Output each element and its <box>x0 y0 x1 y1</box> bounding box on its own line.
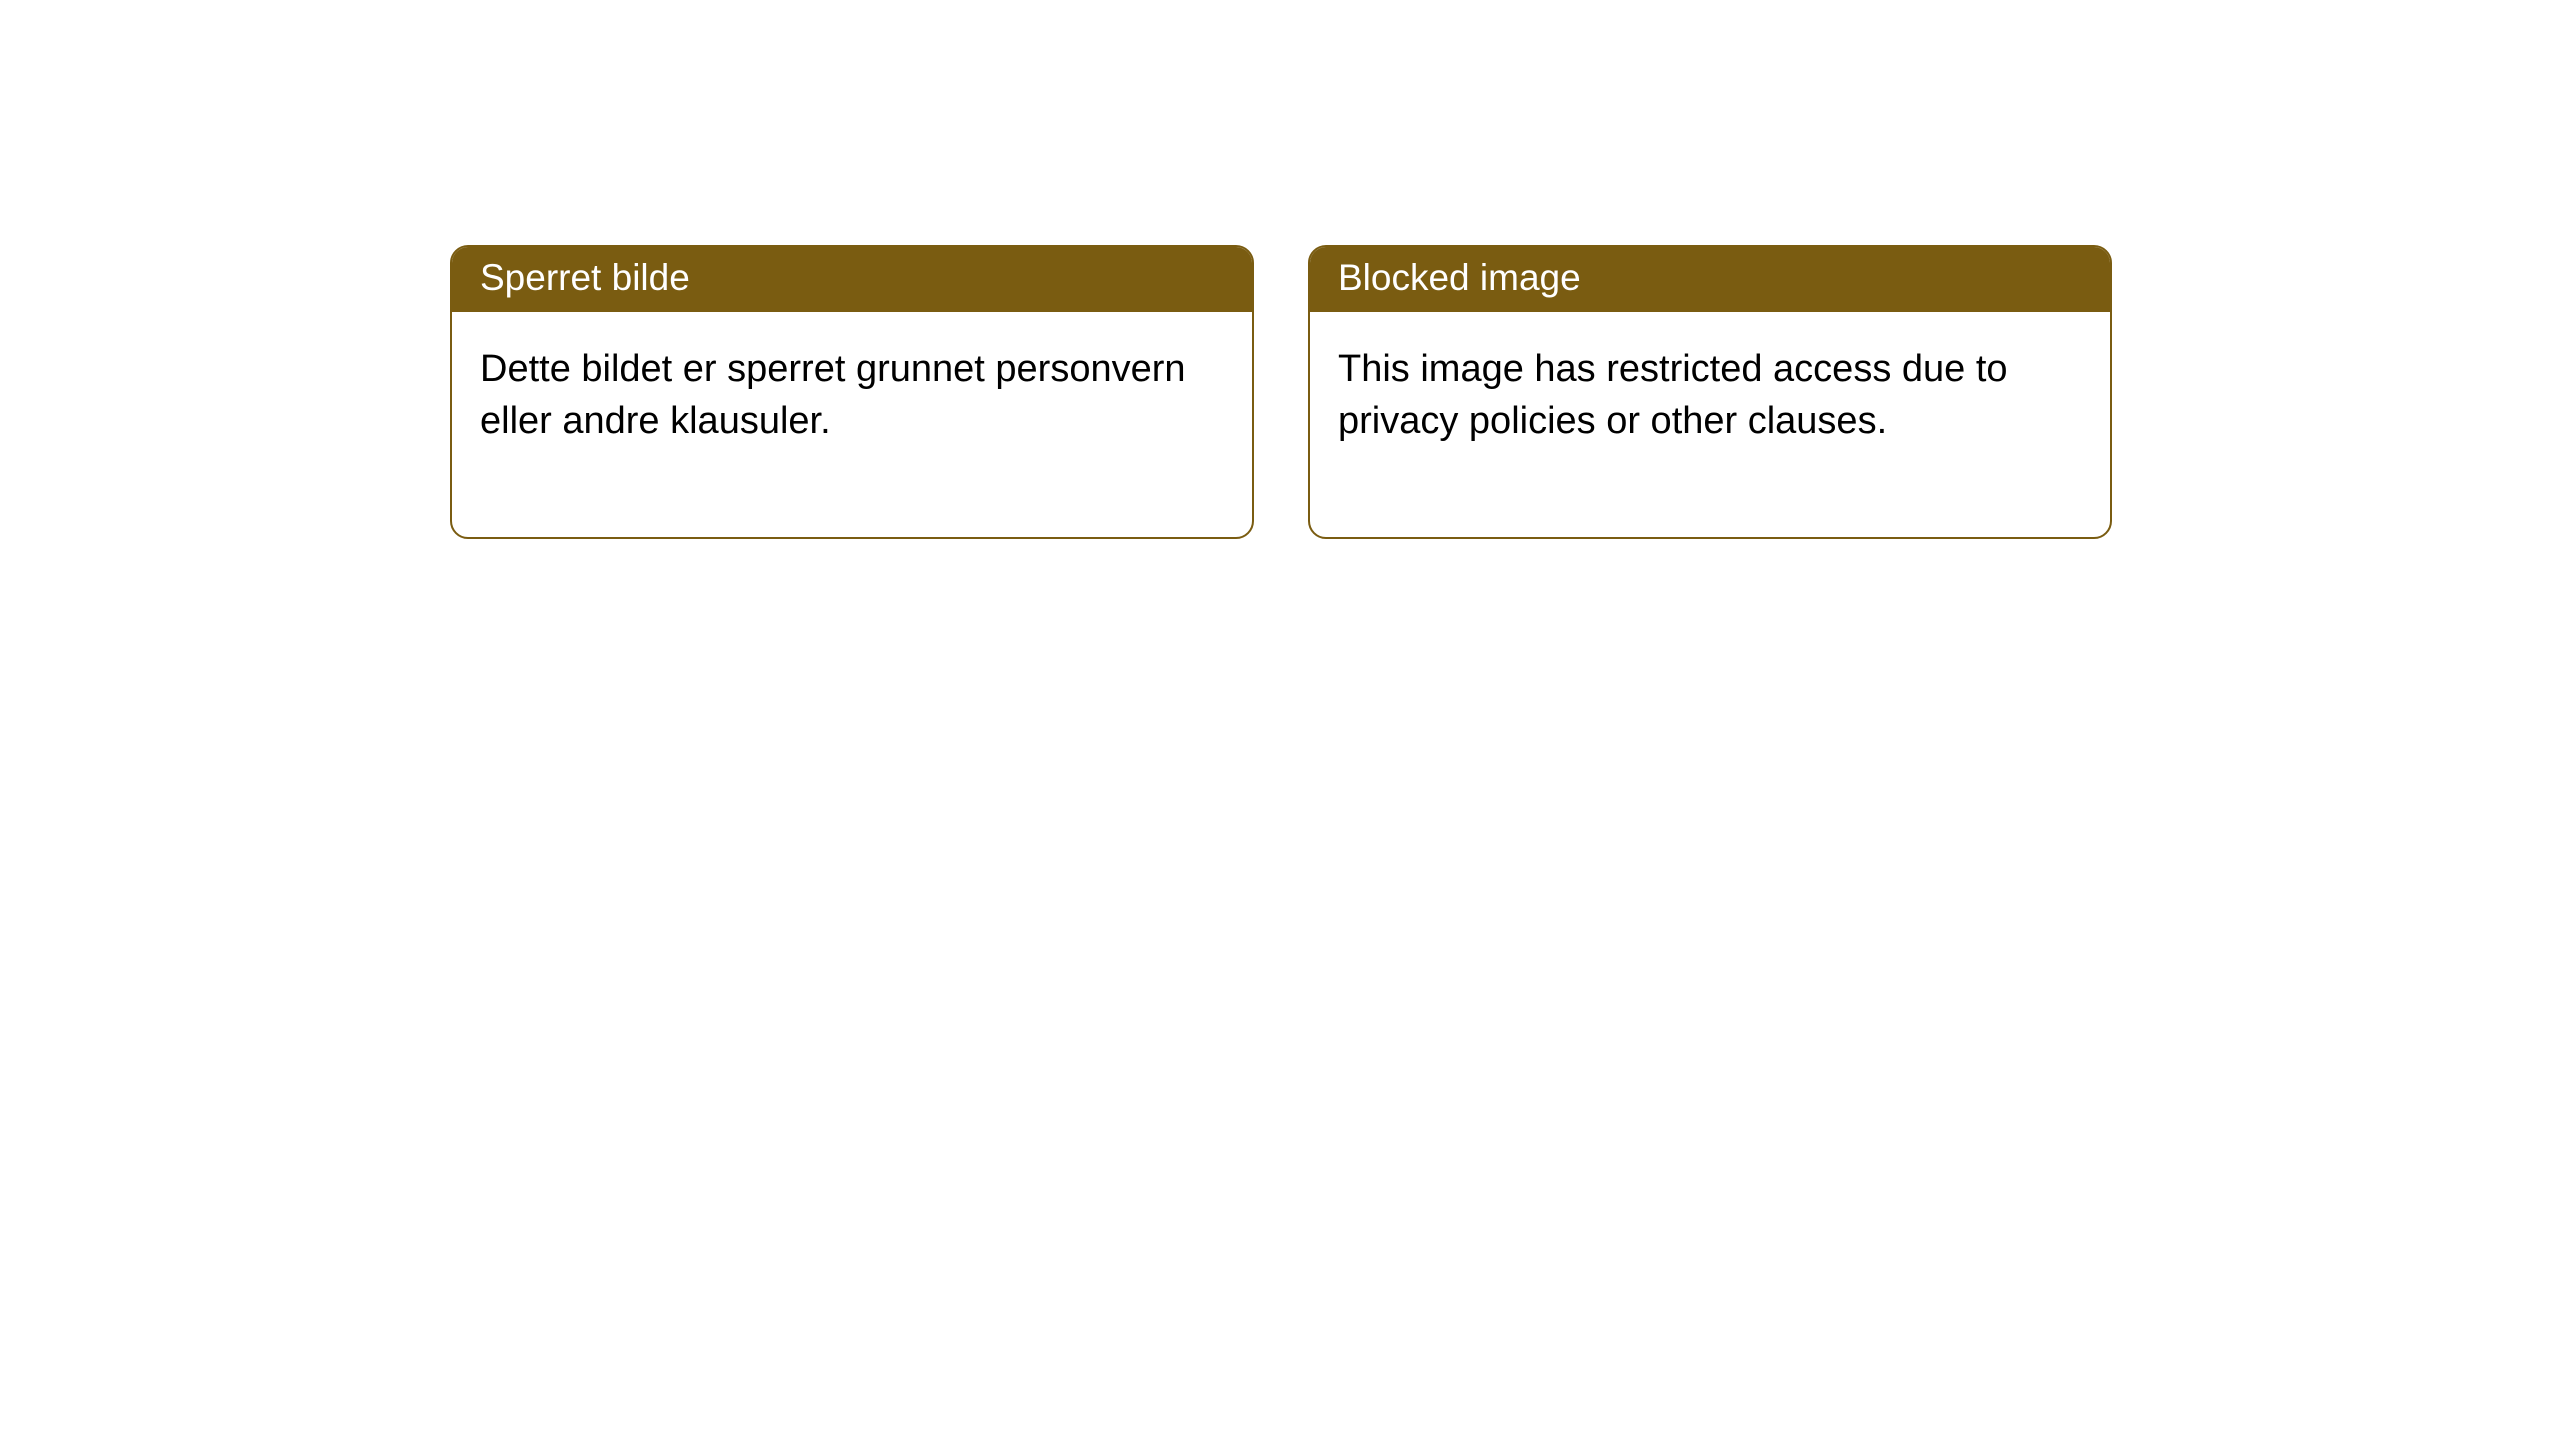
notice-body-english: This image has restricted access due to … <box>1310 312 2110 537</box>
notice-header-norwegian: Sperret bilde <box>452 247 1252 312</box>
notice-card-english: Blocked image This image has restricted … <box>1308 245 2112 539</box>
notice-card-norwegian: Sperret bilde Dette bildet er sperret gr… <box>450 245 1254 539</box>
notice-container: Sperret bilde Dette bildet er sperret gr… <box>450 245 2112 539</box>
notice-body-norwegian: Dette bildet er sperret grunnet personve… <box>452 312 1252 537</box>
notice-header-english: Blocked image <box>1310 247 2110 312</box>
